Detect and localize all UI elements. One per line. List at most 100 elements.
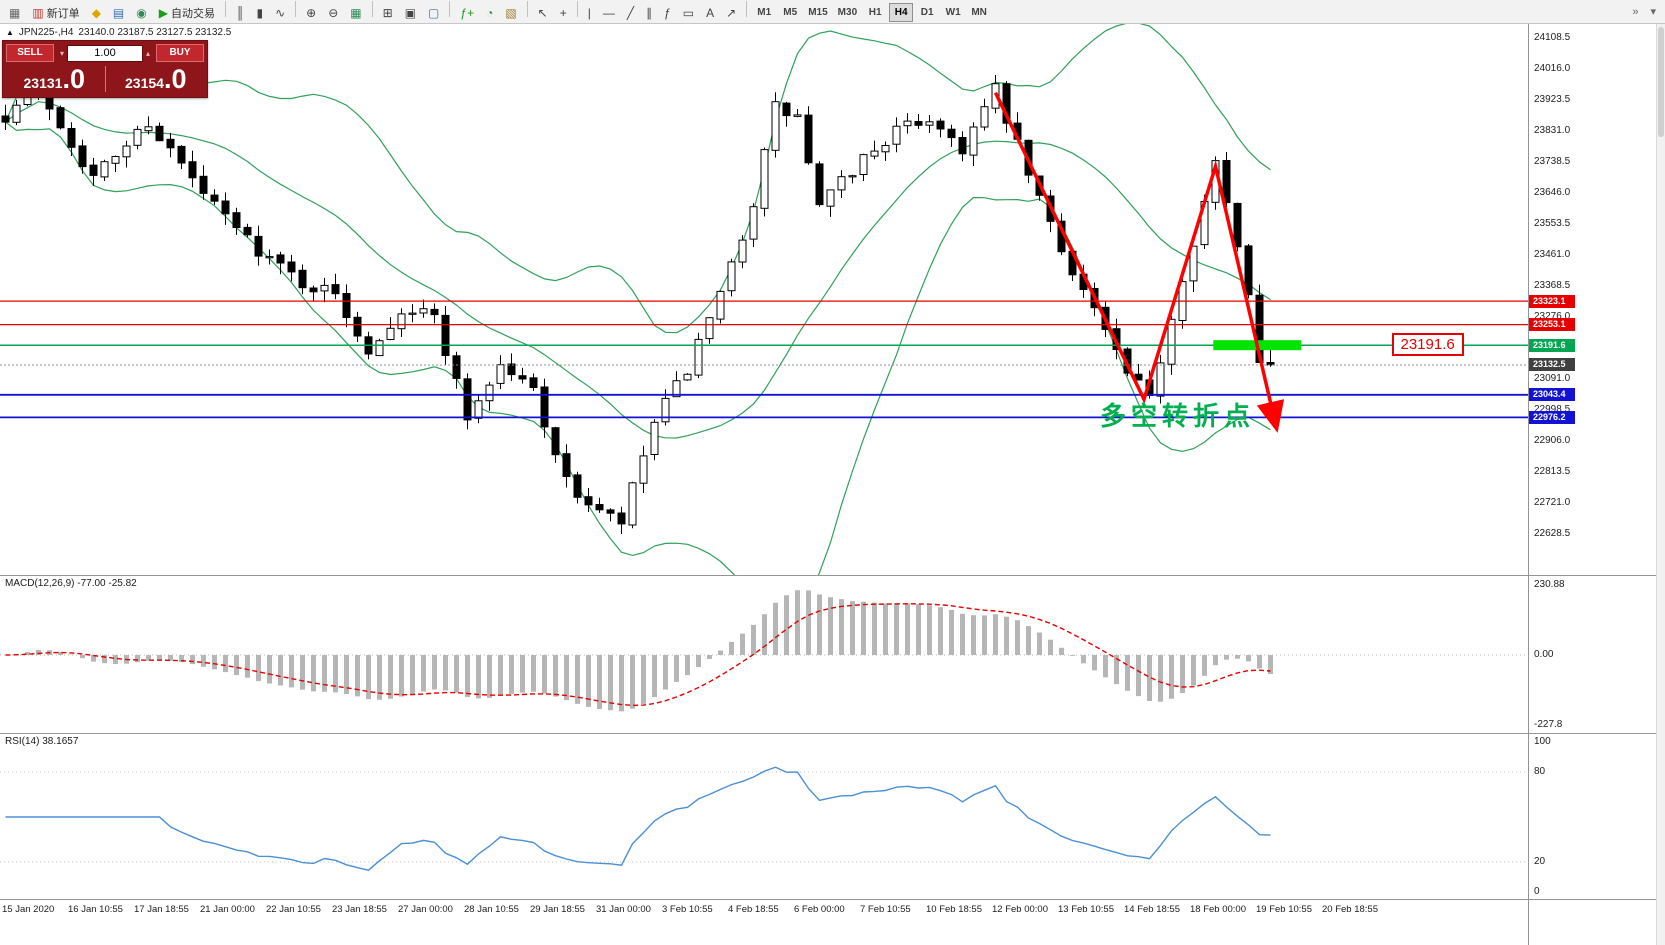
candle-bullish — [419, 308, 428, 314]
candle-bullish — [760, 149, 769, 209]
metaeditor-button[interactable]: ◆ — [87, 3, 106, 23]
new-chart-button[interactable]: ▦ — [4, 3, 25, 23]
cursor-button[interactable]: ↖ — [533, 3, 553, 23]
candle-bearish — [1266, 362, 1275, 366]
line-chart-button[interactable]: ∿ — [270, 3, 290, 23]
macd-values: -77.00 -25.82 — [77, 578, 137, 589]
timeframe-M30[interactable]: M30 — [837, 6, 858, 18]
candle-bearish — [1222, 160, 1231, 204]
arrows-button[interactable]: ↗ — [721, 3, 741, 23]
macd-chart[interactable]: MACD(12,26,9) -77.00 -25.82 — [0, 576, 1528, 733]
timeframe-M5[interactable]: M5 — [783, 6, 798, 18]
text-button[interactable]: A — [701, 3, 719, 23]
price-tag: 23191.6 — [1529, 338, 1575, 352]
timeframe-toolbar: M1 M5 M15 M30 H1 H4 D1 W1 MN — [751, 2, 992, 22]
buy-price[interactable]: 23154.0 — [125, 64, 187, 94]
price-tick-label: 23091.0 — [1534, 372, 1571, 384]
price-tick-label: 23738.5 — [1534, 155, 1571, 167]
scrollbar[interactable] — [1656, 24, 1665, 945]
candle-bearish — [276, 254, 285, 264]
trend-arrow[interactable] — [993, 91, 1285, 433]
zoom-in-button[interactable]: ⊕ — [301, 3, 321, 23]
periods-button[interactable]: ◔ — [481, 3, 498, 23]
candle-bullish — [386, 327, 395, 340]
grid-button[interactable]: ▦ — [345, 3, 366, 23]
templates-button[interactable]: ▧ — [500, 3, 521, 23]
candle-bearish — [67, 128, 76, 148]
bar-chart-button[interactable]: ║ — [231, 3, 250, 23]
rsi-line — [5, 766, 1271, 871]
arrange-windows-button[interactable]: ▢ — [423, 3, 444, 23]
rsi-chart[interactable]: RSI(14) 38.1657 — [0, 734, 1528, 899]
navigator-button[interactable]: ◉ — [131, 3, 151, 23]
main-toolbar: ▦ ▥ 新订单 ◆ ▤ ◉ ▶ 自动交易 ║ ▮ ∿ ⊕ ⊖ ▦ ⊞ ▣ ▢ ƒ+ ◔ ▧ ↖ + | — ╱ ∥ ƒ ▭ A ↗ M1 M… — [0, 0, 1665, 24]
rsi-plot[interactable] — [0, 734, 1528, 899]
sell-button[interactable]: SELL — [6, 44, 54, 62]
candle-bullish — [408, 312, 417, 315]
zoom-out-button[interactable]: ⊖ — [323, 3, 343, 23]
indicators-button[interactable]: ƒ+ — [455, 3, 479, 23]
candlestick-chart[interactable] — [0, 24, 1528, 575]
rsi-axis[interactable]: 100 80 20 0 — [1528, 734, 1665, 899]
turning-point-annotation[interactable]: 多空转折点 — [1100, 401, 1256, 432]
arrows-icon: ↗ — [726, 5, 737, 20]
volume-decrease-button[interactable]: ▾ — [60, 48, 65, 58]
volume-control: ▾ 1.00 ▴ — [57, 44, 153, 62]
time-tick-label: 27 Jan 00:00 — [398, 904, 453, 915]
navigator-icon: ◉ — [136, 5, 147, 20]
toolbar-overflow-button[interactable]: » — [1632, 5, 1639, 18]
price-tick-label: 23553.5 — [1534, 217, 1571, 229]
collapse-icon[interactable]: ▲ — [6, 28, 14, 37]
candle-bullish — [474, 400, 483, 419]
scrollbar-thumb[interactable] — [1658, 27, 1664, 137]
fibonacci-button[interactable]: ƒ — [659, 3, 676, 23]
axis-corner — [1528, 900, 1665, 945]
price-tag: 22976.2 — [1529, 410, 1575, 424]
cascade-windows-button[interactable]: ▣ — [400, 3, 421, 23]
timeframe-W1[interactable]: W1 — [945, 6, 961, 18]
candle-bullish — [496, 364, 505, 384]
new-order-button-label: 新订单 — [46, 7, 80, 20]
timeframe-MN[interactable]: MN — [971, 6, 987, 18]
timeframe-M1[interactable]: M1 — [757, 6, 772, 18]
trendline-button[interactable]: ╱ — [622, 3, 639, 23]
timeframe-M15[interactable]: M15 — [808, 6, 828, 18]
timeframe-H4[interactable]: H4 — [889, 2, 914, 22]
macd-axis[interactable]: 230.88 0.00 -227.8 — [1528, 576, 1665, 733]
crosshair-button[interactable]: + — [555, 3, 572, 23]
shapes-button[interactable]: ▭ — [678, 3, 699, 23]
time-axis[interactable]: 15 Jan 2020 16 Jan 10:55 17 Jan 18:55 21 Ja… — [0, 900, 1665, 945]
cascade-windows-icon: ▣ — [404, 5, 417, 20]
grid-icon: ▦ — [350, 5, 362, 20]
price-tick-label: 23276.0 — [1534, 310, 1571, 322]
channel-button[interactable]: ∥ — [641, 3, 657, 23]
autotrading-button[interactable]: ▶ 自动交易 — [154, 3, 220, 23]
templates-icon: ▧ — [505, 5, 517, 20]
volume-input[interactable]: 1.00 — [67, 44, 143, 62]
candlestick-button[interactable]: ▮ — [252, 3, 269, 23]
tile-windows-button[interactable]: ⊞ — [378, 3, 398, 23]
market-watch-button[interactable]: ▤ — [108, 3, 129, 23]
volume-increase-button[interactable]: ▴ — [145, 48, 150, 58]
price-level-label[interactable]: 23191.6 — [1391, 333, 1464, 357]
vertical-line-button[interactable]: | — [583, 3, 596, 23]
timeframe-D1[interactable]: D1 — [920, 6, 934, 18]
price-tick-label: 23923.5 — [1534, 93, 1571, 105]
horizontal-line-button[interactable]: — — [598, 3, 620, 23]
time-tick-label: 4 Feb 18:55 — [728, 904, 779, 915]
price-chart[interactable]: ▲ JPN225-,H4 23140.0 23187.5 23127.5 231… — [0, 24, 1528, 575]
macd-plot[interactable] — [0, 576, 1528, 733]
timeframe-H1[interactable]: H1 — [868, 6, 882, 18]
candle-bearish — [221, 200, 230, 215]
toolbar-options-button[interactable]: ▾ — [1650, 5, 1656, 18]
candle-bullish — [694, 338, 703, 376]
price-axis[interactable]: 24108.5 24016.0 23923.5 23831.0 23738.5 23646… — [1528, 24, 1665, 575]
candle-bearish — [430, 308, 439, 316]
candle-bullish — [749, 206, 758, 240]
buy-button[interactable]: BUY — [156, 44, 204, 62]
sell-price[interactable]: 23131.0 — [23, 64, 85, 94]
time-tick-label: 15 Jan 2020 — [2, 904, 55, 915]
new-order-button[interactable]: ▥ 新订单 — [27, 3, 84, 23]
candle-bullish — [111, 156, 120, 164]
price-tick-label: 22906.0 — [1534, 434, 1571, 446]
